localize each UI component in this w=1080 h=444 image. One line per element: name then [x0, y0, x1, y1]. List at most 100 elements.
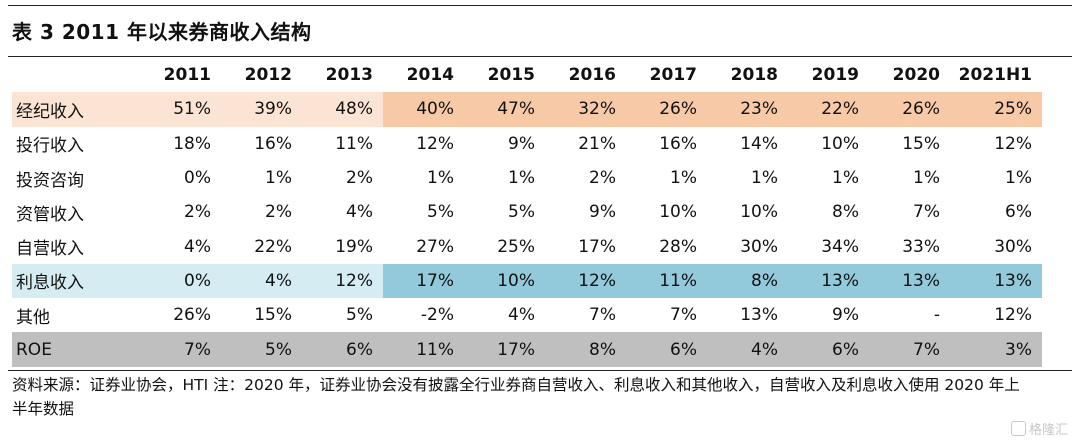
table-cell: 10%: [659, 202, 697, 223]
year-header: 2013: [325, 65, 373, 86]
table-title: 表 3 2011 年以来券商收入结构: [12, 20, 312, 44]
table-cell: 13%: [740, 305, 778, 326]
table-cell: 6%: [1005, 202, 1032, 223]
table-cell: 12%: [302, 263, 383, 299]
row-label: 经纪收入: [12, 92, 140, 127]
table-cell: 12%: [545, 263, 626, 299]
table-cell: 1%: [832, 168, 859, 189]
table-cell: 8%: [707, 263, 788, 299]
table-cell: 15%: [254, 305, 292, 326]
table-cell: 25%: [950, 92, 1042, 127]
table-cell: 19%: [335, 236, 373, 257]
table-cell: 0%: [140, 263, 221, 299]
table-cell: 30%: [740, 236, 778, 257]
table-cell: 13%: [869, 263, 950, 299]
table-cell: 12%: [416, 133, 454, 154]
row-label: 投资咨询: [16, 170, 84, 191]
watermark: 格隆汇: [1010, 419, 1068, 438]
table-cell: 17%: [383, 263, 464, 299]
table-cell: 32%: [545, 92, 626, 127]
header-row: 2011 2012 2013 2014 2015 2016 2017 2018 …: [12, 58, 1042, 92]
table-cell: 26%: [626, 92, 707, 127]
table-row: ROE 7% 5% 6% 11% 17% 8% 6% 4% 6% 7% 3%: [12, 332, 1042, 367]
row-label: 利息收入: [12, 263, 140, 299]
source-footnote: 资料来源：证券业协会，HTI 注：2020 年，证券业协会没有披露全行业券商自营…: [12, 376, 1020, 418]
table-cell: 10%: [464, 263, 545, 299]
table-cell: 18%: [173, 133, 211, 154]
table-cell: 22%: [254, 236, 292, 257]
table-cell: 7%: [913, 202, 940, 223]
table-row: 自营收入 4% 22% 19% 27% 25% 17% 28% 30% 34% 33% 30%: [12, 229, 1042, 263]
table-cell: 8%: [545, 332, 626, 367]
table-cell: 11%: [626, 263, 707, 299]
row-label: 投行收入: [16, 136, 84, 157]
table-cell: -: [933, 305, 940, 326]
row-label: ROE: [12, 332, 140, 367]
table-row: 投行收入 18% 16% 11% 12% 9% 21% 16% 14% 10% 15% 12%: [12, 127, 1042, 161]
table-cell: 16%: [254, 133, 292, 154]
table-cell: 4%: [184, 236, 211, 257]
row-label: 资管收入: [16, 204, 84, 225]
revenue-structure-table: 2011 2012 2013 2014 2015 2016 2017 2018 …: [12, 58, 1042, 367]
table-cell: 40%: [383, 92, 464, 127]
table-row: 经纪收入 51% 39% 48% 40% 47% 32% 26% 23% 22% 26% 25%: [12, 92, 1042, 127]
watermark-text: 格隆汇: [1028, 423, 1068, 438]
table-cell: 7%: [869, 332, 950, 367]
table-cell: 1%: [751, 168, 778, 189]
table-cell: 8%: [832, 202, 859, 223]
table-cell: 5%: [427, 202, 454, 223]
table-cell: 27%: [416, 236, 454, 257]
table-cell: 9%: [832, 305, 859, 326]
table-cell: 30%: [994, 236, 1032, 257]
table-cell: -2%: [420, 305, 454, 326]
table-cell: 6%: [788, 332, 869, 367]
table-cell: 1%: [913, 168, 940, 189]
title-rule: [8, 56, 1072, 57]
table-cell: 2%: [346, 168, 373, 189]
table-cell: 17%: [578, 236, 616, 257]
table-row: 其他 26% 15% 5% -2% 4% 7% 7% 13% 9% - 12%: [12, 298, 1042, 332]
table-cell: 7%: [670, 305, 697, 326]
year-header: 2014: [406, 65, 454, 86]
table-cell: 7%: [140, 332, 221, 367]
table-cell: 1%: [670, 168, 697, 189]
table-cell: 4%: [508, 305, 535, 326]
table-cell: 23%: [707, 92, 788, 127]
table-cell: 6%: [626, 332, 707, 367]
table-row: 利息收入 0% 4% 12% 17% 10% 12% 11% 8% 13% 13% 13%: [12, 263, 1042, 299]
table-cell: 6%: [302, 332, 383, 367]
table-cell: 47%: [464, 92, 545, 127]
year-header: 2021H1: [958, 65, 1032, 86]
table-cell: 2%: [265, 202, 292, 223]
table-cell: 51%: [140, 92, 221, 127]
table-cell: 10%: [821, 133, 859, 154]
table-cell: 12%: [994, 133, 1032, 154]
table-cell: 1%: [1005, 168, 1032, 189]
year-header: 2016: [568, 65, 616, 86]
header-label: [12, 58, 140, 92]
table-cell: 26%: [869, 92, 950, 127]
table-cell: 48%: [302, 92, 383, 127]
table-cell: 28%: [659, 236, 697, 257]
table-cell: 5%: [221, 332, 302, 367]
table-cell: 11%: [383, 332, 464, 367]
table-cell: 1%: [265, 168, 292, 189]
top-rule: [8, 5, 1072, 6]
table-cell: 13%: [950, 263, 1042, 299]
table-cell: 21%: [578, 133, 616, 154]
table-cell: 2%: [184, 202, 211, 223]
table-row: 资管收入 2% 2% 4% 5% 5% 9% 10% 10% 8% 7% 6%: [12, 195, 1042, 229]
table-row: 投资咨询 0% 1% 2% 1% 1% 2% 1% 1% 1% 1% 1%: [12, 161, 1042, 195]
watermark-logo-icon: [1010, 421, 1026, 436]
row-label: 自营收入: [16, 239, 84, 260]
year-header: 2018: [730, 65, 778, 86]
year-header: 2011: [163, 65, 211, 86]
table-cell: 0%: [184, 168, 211, 189]
table-cell: 17%: [464, 332, 545, 367]
table-cell: 12%: [994, 305, 1032, 326]
table-cell: 7%: [589, 305, 616, 326]
table-cell: 11%: [335, 133, 373, 154]
table-cell: 4%: [346, 202, 373, 223]
table-cell: 14%: [740, 133, 778, 154]
table-cell: 26%: [173, 305, 211, 326]
